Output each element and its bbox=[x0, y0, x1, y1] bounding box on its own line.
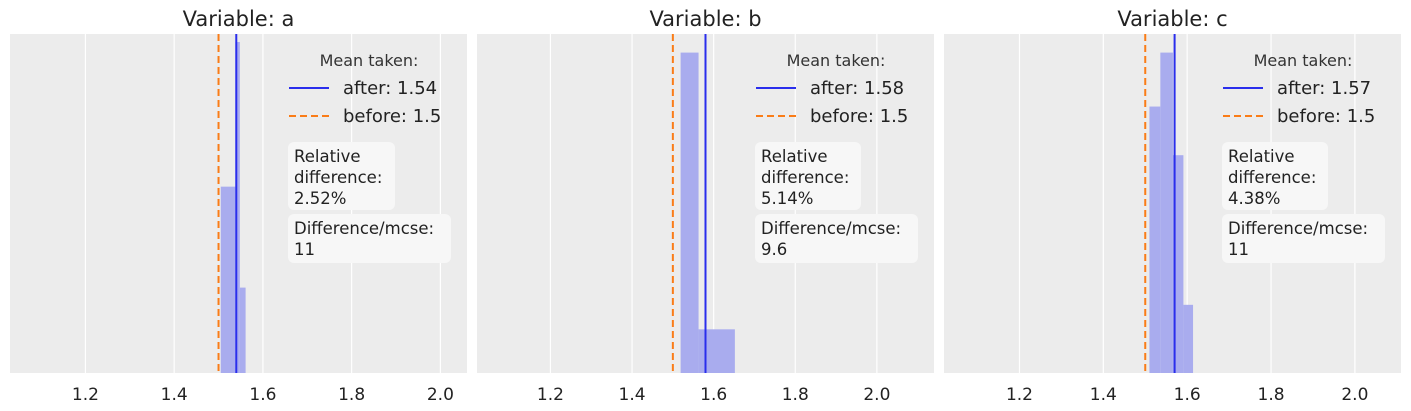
histogram-bar bbox=[235, 42, 240, 373]
annotation-box bbox=[288, 214, 451, 263]
annotation-text: difference: bbox=[1228, 168, 1316, 187]
annotation-box bbox=[1222, 214, 1385, 263]
histogram-bar bbox=[1172, 155, 1184, 373]
annotation-text: Relative bbox=[1228, 147, 1295, 166]
x-tick-label: 1.2 bbox=[537, 385, 564, 405]
x-tick-label: 1.8 bbox=[1258, 385, 1285, 405]
panel-title: Variable: a bbox=[183, 7, 295, 31]
x-tick-label: 2.0 bbox=[427, 385, 454, 405]
legend-label: after: 1.58 bbox=[810, 78, 904, 99]
annotation-box bbox=[755, 142, 861, 210]
panel-title: Variable: b bbox=[649, 7, 761, 31]
histogram-bar bbox=[1149, 106, 1161, 374]
annotation-box bbox=[1222, 142, 1328, 210]
annotation-text: Difference/mcse: bbox=[294, 219, 434, 238]
legend-label: after: 1.54 bbox=[343, 78, 437, 99]
legend-label: after: 1.57 bbox=[1277, 78, 1371, 99]
x-tick-label: 1.2 bbox=[1006, 385, 1033, 405]
legend-title: Mean taken: bbox=[320, 51, 419, 70]
x-tick-label: 1.4 bbox=[161, 385, 188, 405]
x-tick-label: 1.2 bbox=[72, 385, 99, 405]
histogram-bar bbox=[1183, 304, 1194, 373]
histogram-bar bbox=[1160, 52, 1173, 373]
panel-1: Variable: a 1.2 1.4 1.6 1.8 2.0 Mean taken: aft… bbox=[10, 7, 467, 405]
legend-label: before: 1.5 bbox=[343, 106, 441, 127]
histogram-bar bbox=[220, 186, 236, 373]
annotation-text: difference: bbox=[761, 168, 849, 187]
legend-label: before: 1.5 bbox=[1277, 106, 1375, 127]
annotation-text: Difference/mcse: bbox=[761, 219, 901, 238]
histogram-bar bbox=[239, 287, 246, 373]
annotation-text: 11 bbox=[294, 240, 315, 259]
histogram-bar bbox=[680, 52, 699, 373]
annotation-text: 4.38% bbox=[1228, 189, 1280, 208]
annotation-text: difference: bbox=[294, 168, 382, 187]
panel-title: Variable: c bbox=[1117, 7, 1227, 31]
annotation-text: 5.14% bbox=[761, 189, 813, 208]
annotation-box bbox=[288, 142, 395, 210]
x-tick-label: 1.6 bbox=[249, 385, 276, 405]
x-tick-label: 1.6 bbox=[700, 385, 727, 405]
legend-title: Mean taken: bbox=[1254, 51, 1353, 70]
x-tick-label: 1.4 bbox=[1090, 385, 1117, 405]
annotation-text: Difference/mcse: bbox=[1228, 219, 1368, 238]
legend-label: before: 1.5 bbox=[810, 106, 908, 127]
annotation-text: 11 bbox=[1228, 240, 1249, 259]
x-tick-label: 1.6 bbox=[1174, 385, 1201, 405]
x-tick-label: 1.8 bbox=[782, 385, 809, 405]
legend-title: Mean taken: bbox=[787, 51, 886, 70]
annotation-text: 9.6 bbox=[761, 240, 787, 259]
panel-2: Variable: b 1.2 1.4 1.6 1.8 2.0 Mean taken: aft… bbox=[477, 7, 934, 405]
panel-3: Variable: c 1.2 1.4 1.6 1.8 2.0 Mean taken: aft… bbox=[944, 7, 1401, 405]
annotation-text: 2.52% bbox=[294, 189, 346, 208]
annotation-box bbox=[755, 214, 918, 263]
x-tick-label: 2.0 bbox=[1341, 385, 1368, 405]
annotation-text: Relative bbox=[761, 147, 828, 166]
annotation-text: Relative bbox=[294, 147, 361, 166]
x-tick-label: 2.0 bbox=[863, 385, 890, 405]
x-tick-label: 1.8 bbox=[338, 385, 365, 405]
histogram-bar bbox=[698, 329, 735, 373]
x-tick-label: 1.4 bbox=[619, 385, 646, 405]
